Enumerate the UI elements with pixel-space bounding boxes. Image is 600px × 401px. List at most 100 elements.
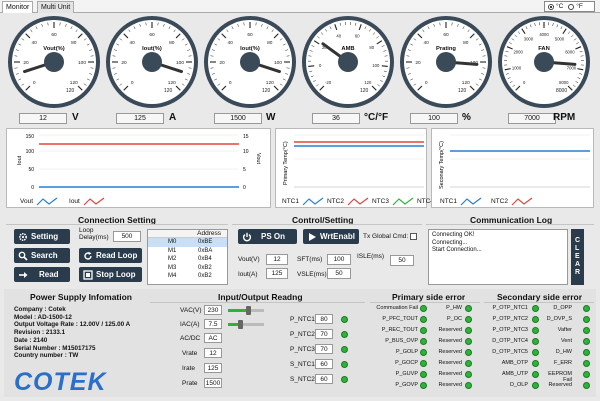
error-status-led <box>532 371 539 378</box>
isle-label: ISLE(ms) <box>357 253 385 260</box>
error-label: P_HW <box>446 305 462 311</box>
gauge-hub <box>142 52 162 72</box>
address-row[interactable]: M4 0xB2 <box>148 272 227 281</box>
secondary-error-title: Secondary side error <box>497 292 583 302</box>
tab-monitor[interactable]: Monitor <box>2 1 34 13</box>
error-label: Reserved <box>438 360 462 366</box>
gauge-tick <box>556 24 559 28</box>
gauge-tick <box>504 68 511 71</box>
psu-company: Company : Cotek <box>14 306 66 313</box>
gauge-tick <box>214 43 218 46</box>
gauge-dial: -20 0 20 40 60 80 100 120 AMB 120 <box>302 16 394 108</box>
celsius-radio[interactable] <box>548 3 554 10</box>
write-enable-button[interactable]: WrtEnabl <box>303 229 359 244</box>
fahrenheit-radio[interactable] <box>568 3 575 10</box>
gauge-tick <box>368 28 371 32</box>
loop-delay-label: Loop Delay(ms) <box>79 227 109 241</box>
refresh-icon <box>82 250 93 261</box>
vac-value: 230 <box>204 305 222 315</box>
gauge-max-label: 120 <box>458 88 467 94</box>
loop-delay-input[interactable]: 500 <box>113 231 141 242</box>
ntc-status-led <box>341 346 348 353</box>
legend-vout-label: Vout <box>20 198 34 205</box>
secondary-error-divider <box>484 302 594 303</box>
celsius-label: °C <box>556 3 564 10</box>
iac-slider-thumb[interactable] <box>238 320 243 329</box>
address-row[interactable]: M2 0xB4 <box>148 255 227 264</box>
read-button[interactable]: Read <box>14 267 70 282</box>
gauge-tick <box>355 22 357 26</box>
address-row[interactable]: M1 0xBA <box>148 247 227 256</box>
gauge-tick <box>381 45 385 47</box>
stop-loop-button[interactable]: Stop Loop <box>79 267 142 282</box>
gauge-title: Prating <box>436 46 456 52</box>
error-label: P_GUVP <box>395 371 418 377</box>
gauge-tick <box>417 33 423 39</box>
vsle-input[interactable]: 50 <box>327 268 351 279</box>
gauge-tick <box>181 38 185 41</box>
gauge-tick-label: 0 <box>523 80 526 85</box>
vac-slider-thumb[interactable] <box>246 306 251 315</box>
gauge: 020406080100120Prating120 <box>398 14 494 110</box>
legend-s-ntc2: NTC2 <box>490 198 508 205</box>
gauge-tick-label: 0 <box>33 80 36 86</box>
tab-multi-unit[interactable]: Multi Unit <box>37 1 75 13</box>
error-status-led <box>583 338 590 345</box>
gauge-tick-label: 2000 <box>513 49 523 54</box>
ntc-label: P_NTC2 <box>290 331 315 338</box>
address-value: 0xBE <box>198 239 213 245</box>
address-row[interactable]: M0 0xBE <box>148 238 227 247</box>
gauge-tick <box>514 34 517 38</box>
communication-log-box[interactable]: Connecting OK! Connecting... Start Conne… <box>428 229 568 285</box>
gauge-tick <box>383 50 387 52</box>
read-loop-button[interactable]: Read Loop <box>79 248 142 263</box>
gauge-tick-label: 20 <box>219 60 225 66</box>
gauge-tick <box>133 26 136 30</box>
gauge-tick <box>467 29 470 33</box>
error-label: Commuation Fail <box>376 305 418 311</box>
gauge-tick-label: 1000 <box>512 65 522 70</box>
gauge-tick <box>469 85 475 91</box>
vout-input[interactable]: 12 <box>266 254 288 265</box>
gauge-hub <box>436 52 456 72</box>
iout-label: Iout(A) <box>238 271 258 278</box>
ntc-label: S_NTC2 <box>290 376 315 383</box>
gauge-tick <box>371 85 377 91</box>
control-setting-title: Control/Setting <box>292 215 354 225</box>
gauge-tick <box>285 49 289 51</box>
error-status-led <box>532 338 539 345</box>
sft-input[interactable]: 100 <box>327 254 351 265</box>
search-button[interactable]: Search <box>14 248 70 263</box>
error-status-led <box>465 382 472 389</box>
legend-p-ntc4: NTC4 <box>416 198 434 205</box>
gauge-tick <box>567 85 573 91</box>
gauge-hub <box>338 52 358 72</box>
gauge-tick <box>279 38 283 41</box>
gauge-tick <box>119 83 123 86</box>
gauge-tick-label: 60 <box>51 32 57 38</box>
isle-input[interactable]: 50 <box>390 255 414 266</box>
gauge-tick <box>217 38 221 41</box>
io-reading-title: Input/Output Readng <box>218 292 303 302</box>
legend-p-ntc1: NTC1 <box>282 198 299 205</box>
error-status-led <box>420 305 427 312</box>
iout-input[interactable]: 125 <box>266 268 288 279</box>
setting-button[interactable]: Setting <box>14 229 70 244</box>
address-list[interactable]: Address M0 0xBE M1 0xBA M2 0xB4 M3 0xB2 M4 0xB2 <box>147 229 228 285</box>
error-status-led <box>465 360 472 367</box>
iac-slider[interactable] <box>228 320 264 329</box>
gauge-tick-label: 60 <box>247 32 253 38</box>
gauge: 0 20 40 60 80 100 120 Vout(%) 120 <box>6 14 102 110</box>
gauge-tick-label: 80 <box>267 40 273 46</box>
ps-on-button[interactable]: PS On <box>238 229 297 244</box>
error-label: D_OLP <box>509 382 528 388</box>
ntc-status-led <box>341 316 348 323</box>
address-row[interactable]: M3 0xB2 <box>148 264 227 273</box>
error-label: P_GOLP <box>395 349 418 355</box>
error-label: D_OPP <box>553 305 572 311</box>
error-status-led <box>583 349 590 356</box>
tx-global-checkbox[interactable] <box>410 233 417 240</box>
vac-slider[interactable] <box>228 306 264 315</box>
